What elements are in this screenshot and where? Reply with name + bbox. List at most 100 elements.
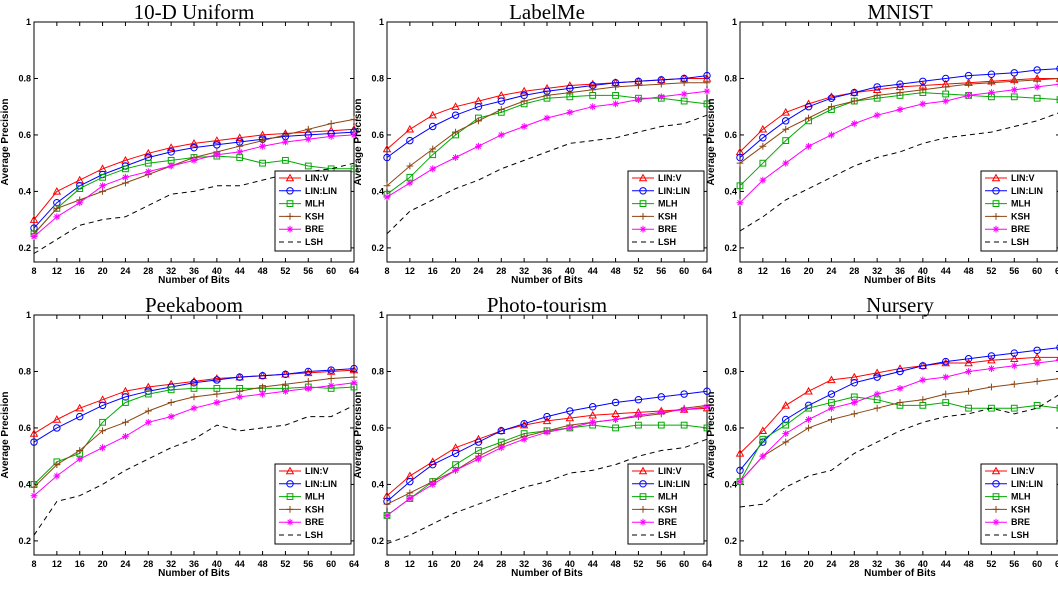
- data-point: [1010, 93, 1018, 101]
- x-tick-label: 44: [588, 266, 598, 276]
- data-point: [452, 128, 459, 136]
- data-point: [212, 374, 222, 382]
- legend-marker: [285, 173, 295, 182]
- y-tick-label: 0.2: [724, 243, 737, 253]
- x-tick-label: 32: [872, 559, 882, 569]
- data-point: [350, 379, 358, 387]
- y-tick-label: 0.6: [371, 130, 384, 140]
- data-point: [1033, 83, 1041, 91]
- data-point: [452, 154, 459, 161]
- data-point: [474, 102, 483, 111]
- data-point: [451, 102, 460, 110]
- x-tick-label: 64: [349, 559, 359, 569]
- x-tick-label: 8: [384, 266, 389, 276]
- y-tick-label: 0.4: [371, 479, 384, 489]
- data-point: [520, 97, 528, 105]
- data-point: [758, 124, 768, 133]
- x-tick-label: 16: [781, 266, 791, 276]
- data-point: [1010, 349, 1019, 357]
- data-point: [497, 106, 505, 113]
- legend-label: BRE: [658, 224, 677, 234]
- x-tick-label: 20: [98, 266, 108, 276]
- data-point: [350, 131, 358, 139]
- series-lin-lin: [383, 387, 711, 506]
- data-point: [759, 134, 767, 142]
- x-tick-label: 32: [519, 559, 529, 569]
- data-point: [612, 92, 619, 99]
- legend-label: LIN:LIN: [658, 186, 690, 196]
- x-tick-label: 56: [303, 266, 313, 276]
- data-point: [919, 376, 927, 384]
- x-tick-label: 16: [781, 559, 791, 569]
- x-tick-label: 44: [235, 266, 245, 276]
- legend-label: MLH: [658, 492, 678, 502]
- data-point: [965, 92, 972, 99]
- data-point: [965, 387, 972, 395]
- legend-marker: [992, 213, 1000, 220]
- data-point: [988, 365, 995, 373]
- data-point: [566, 407, 574, 415]
- y-tick-label: 0.8: [371, 366, 384, 376]
- data-point: [703, 100, 711, 108]
- data-point: [29, 215, 39, 223]
- data-point: [53, 204, 61, 212]
- data-point: [635, 421, 642, 429]
- data-point: [588, 410, 597, 419]
- data-point: [781, 107, 790, 116]
- legend-label: MLH: [658, 199, 678, 209]
- chart-title: 10-D Uniform: [134, 0, 255, 24]
- x-tick-label: 64: [1055, 266, 1058, 276]
- x-tick-label: 16: [75, 266, 85, 276]
- x-tick-label: 56: [1009, 559, 1019, 569]
- data-point: [383, 512, 391, 519]
- data-point: [428, 122, 437, 131]
- data-point: [167, 399, 175, 406]
- x-tick-label: 64: [702, 266, 712, 276]
- x-tick-label: 24: [120, 559, 130, 569]
- data-point: [543, 114, 551, 122]
- data-point: [327, 120, 335, 128]
- x-tick-label: 36: [542, 559, 552, 569]
- x-tick-label: 16: [428, 559, 438, 569]
- data-point: [144, 168, 152, 176]
- x-tick-label: 24: [826, 559, 836, 569]
- data-point: [53, 461, 61, 469]
- data-point: [942, 390, 950, 398]
- data-point: [99, 427, 106, 435]
- data-point: [383, 193, 391, 201]
- data-point: [804, 386, 813, 395]
- series-lsh: [386, 114, 708, 235]
- data-point: [76, 185, 84, 192]
- legend-label: BRE: [658, 517, 677, 527]
- x-tick-label: 8: [737, 266, 742, 276]
- data-point: [189, 376, 199, 385]
- data-point: [235, 133, 244, 141]
- data-point: [703, 79, 711, 87]
- x-tick-label: 24: [473, 559, 483, 569]
- data-point: [1033, 94, 1041, 102]
- data-point: [451, 111, 460, 119]
- legend-label: MLH: [305, 199, 325, 209]
- legend-marker: [992, 200, 1000, 207]
- series-bre: [30, 131, 358, 240]
- data-point: [144, 159, 152, 167]
- data-point: [144, 390, 152, 398]
- data-point: [589, 103, 597, 111]
- series-line: [33, 128, 355, 220]
- data-point: [520, 419, 528, 428]
- legend-label: LIN:LIN: [305, 479, 337, 489]
- y-tick-label: 0.6: [724, 423, 737, 433]
- series-line: [386, 114, 708, 235]
- y-tick-label: 1: [26, 17, 31, 27]
- series-lin-v: [735, 74, 1058, 156]
- legend-label: LIN:V: [658, 173, 682, 183]
- data-point: [805, 114, 812, 122]
- x-tick-label: 20: [451, 559, 461, 569]
- x-tick-label: 48: [964, 559, 974, 569]
- y-tick-label: 0.2: [18, 536, 31, 546]
- data-point: [828, 416, 835, 423]
- data-point: [611, 398, 620, 407]
- data-point: [122, 165, 129, 173]
- legend-box: [980, 170, 1058, 252]
- legend-label: KSH: [305, 211, 324, 221]
